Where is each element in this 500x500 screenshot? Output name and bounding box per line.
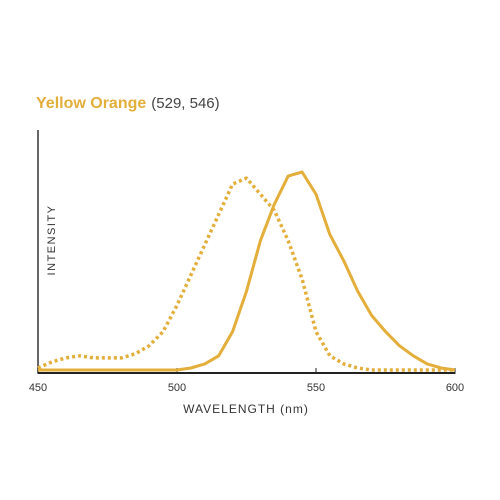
x-tick-label: 500 xyxy=(168,382,186,394)
chart-subtitle: (529, 546) xyxy=(151,95,219,112)
chart-heading: Yellow Orange (529, 546) xyxy=(36,95,220,112)
x-tick-label: 450 xyxy=(29,382,47,394)
spectrum-line xyxy=(37,176,455,372)
spectrum-line xyxy=(38,170,456,372)
x-tick-label: 550 xyxy=(307,382,325,394)
x-tick-label: 600 xyxy=(446,382,464,394)
x-axis-label: WAVELENGTH (nm) xyxy=(183,402,309,416)
chart-title: Yellow Orange xyxy=(36,95,146,112)
y-axis-label: INTENSITY xyxy=(46,205,58,276)
